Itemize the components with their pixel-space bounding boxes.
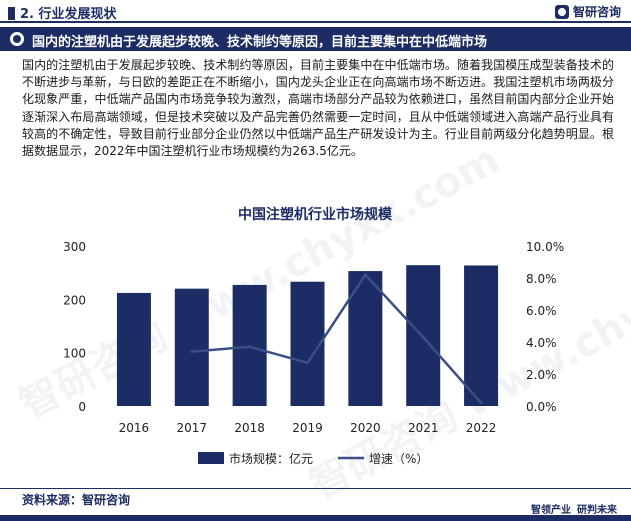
- brand-logo-icon: [554, 5, 569, 19]
- brand-name: 智研咨询: [572, 5, 621, 19]
- right-axis: 0.0% 2.0% 4.0% 6.0% 8.0% 10.0%: [526, 240, 564, 414]
- right-tick-label: 4.0%: [526, 336, 557, 350]
- x-tick-label: 2019: [292, 421, 323, 435]
- x-tick-label: 2022: [466, 421, 497, 435]
- slogan: 智领产业 研判未来: [525, 501, 617, 516]
- growth-point: [248, 345, 252, 349]
- right-tick-label: 0.0%: [526, 400, 557, 414]
- bar: [464, 265, 499, 406]
- section-title: 2. 行业发展现状: [8, 3, 117, 22]
- legend-bar-swatch: [198, 452, 224, 464]
- legend: 市场规模：亿元 增速（%）: [198, 451, 428, 466]
- left-tick-label: 0: [78, 400, 86, 414]
- legend-line-label: 增速（%）: [369, 452, 428, 466]
- slogan-part-2: 研判未来: [577, 505, 617, 516]
- footer-divider: [0, 488, 631, 489]
- bar: [174, 288, 209, 406]
- right-tick-label: 10.0%: [526, 240, 564, 254]
- bar-series: [116, 265, 499, 406]
- right-tick-label: 6.0%: [526, 304, 557, 318]
- section-marker-icon: [8, 7, 15, 20]
- body-paragraph: 国内的注塑机由于发展起步较晚、技术制约等原因，目前主要集中在中低端市场。随着我国…: [22, 58, 614, 159]
- x-tick-label: 2020: [350, 421, 381, 435]
- source-note: 资料来源：智研咨询: [22, 493, 131, 507]
- chart-title: 中国注塑机行业市场规模: [238, 206, 393, 223]
- brand: 智研咨询: [554, 3, 621, 20]
- left-tick-label: 200: [63, 293, 86, 307]
- left-axis: 0 100 200 300: [63, 240, 86, 414]
- growth-line: [191, 272, 483, 404]
- market-size-chart: 中国注塑机行业市场规模 0 100 200 300 0.0% 2.0% 4.0% 6.0% 8…: [63, 206, 564, 466]
- headline-banner: 国内的注塑机由于发展起步较晚、技术制约等原因，目前主要集中在中低端市场: [0, 27, 631, 51]
- bar: [116, 292, 151, 406]
- x-tick-label: 2017: [177, 421, 208, 435]
- right-tick-label: 2.0%: [526, 368, 557, 382]
- line-series: [190, 272, 483, 405]
- section-title-text: 2. 行业发展现状: [20, 7, 117, 22]
- left-tick-label: 100: [63, 347, 86, 361]
- headline-text: 国内的注塑机由于发展起步较晚、技术制约等原因，目前主要集中在中低端市场: [32, 35, 488, 50]
- growth-point: [306, 361, 309, 365]
- growth-point: [479, 401, 483, 405]
- x-tick-label: 2021: [408, 421, 439, 435]
- bullet-icon: [10, 32, 24, 46]
- growth-point: [421, 335, 425, 339]
- right-tick-label: 8.0%: [526, 272, 557, 286]
- legend-bar-label: 市场规模：亿元: [229, 451, 313, 466]
- top-bar: 2. 行业发展现状 智研咨询: [0, 0, 631, 24]
- slogan-part-1: 智领产业: [531, 505, 571, 516]
- x-axis: 2016 2017 2018 2019 2020 2021 2022: [119, 421, 497, 435]
- bottom-bar: [0, 515, 631, 521]
- top-divider: [0, 21, 631, 23]
- x-tick-label: 2016: [119, 421, 150, 435]
- x-tick-label: 2018: [234, 421, 265, 435]
- growth-point: [363, 273, 367, 277]
- left-tick-label: 300: [63, 240, 86, 254]
- growth-point: [190, 350, 194, 354]
